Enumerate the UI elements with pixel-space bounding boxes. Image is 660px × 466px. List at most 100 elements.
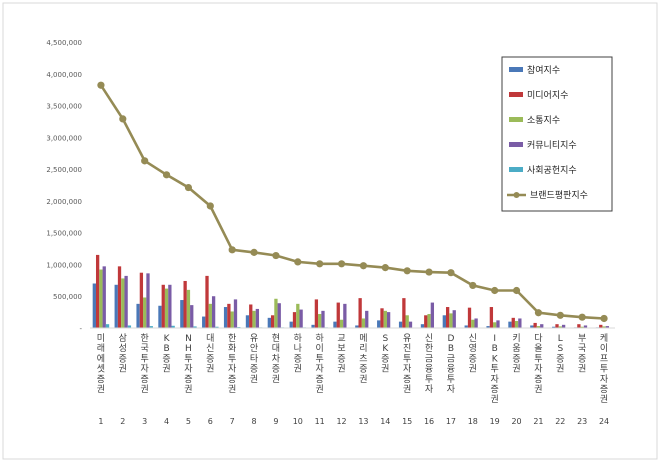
bar [337, 303, 340, 328]
bar [274, 299, 277, 328]
bar [468, 308, 471, 328]
bar [268, 318, 271, 328]
bar [424, 315, 427, 328]
rank-label: 10 [293, 417, 303, 426]
bar [380, 308, 383, 328]
legend-swatch [509, 167, 523, 172]
bar [187, 290, 190, 328]
line-point [535, 309, 542, 316]
rank-label: 4 [164, 417, 169, 426]
rank-label: 5 [186, 417, 191, 426]
rank-label: 7 [230, 417, 235, 426]
bar [421, 324, 424, 328]
bar [271, 315, 274, 328]
rank-label: 13 [358, 417, 368, 426]
bar [490, 307, 493, 328]
bar [402, 298, 405, 328]
line-point [404, 267, 411, 274]
bar [96, 255, 99, 328]
bar [158, 306, 161, 328]
bar [162, 285, 165, 328]
bar [508, 322, 511, 328]
bar [290, 322, 293, 328]
bar [143, 297, 146, 328]
bar [321, 311, 324, 328]
bar [406, 315, 409, 328]
legend-box [502, 57, 612, 211]
y-tick-label: 2,500,000 [46, 166, 82, 174]
bar [493, 322, 496, 328]
line-point [185, 184, 192, 191]
line-point [425, 268, 432, 275]
bar [99, 270, 102, 328]
line-point [119, 115, 126, 122]
y-tick-label: 3,500,000 [46, 103, 82, 111]
bar [474, 318, 477, 328]
y-tick-label: 4,000,000 [46, 71, 82, 79]
bar [496, 320, 499, 328]
bar [212, 296, 215, 328]
bar [293, 312, 296, 328]
rank-label: 2 [120, 417, 125, 426]
bar [387, 312, 390, 328]
y-tick-label: 1,500,000 [46, 230, 82, 238]
bar [409, 322, 412, 328]
rank-label: 14 [380, 417, 390, 426]
bar [343, 304, 346, 328]
bar [115, 285, 118, 328]
bar [121, 278, 124, 328]
legend-swatch [509, 117, 523, 122]
legend-label: 사회공헌지수 [527, 165, 577, 176]
bar [118, 266, 121, 328]
bar [93, 284, 96, 328]
bar [453, 310, 456, 328]
bar [249, 304, 252, 328]
rank-label: 24 [599, 417, 609, 426]
line-point [600, 315, 607, 322]
bar [358, 298, 361, 328]
y-tick-label: 4,500,000 [46, 39, 82, 47]
bar [377, 320, 380, 328]
bar [190, 305, 193, 328]
bar [533, 323, 536, 328]
bar [555, 324, 558, 328]
legend-swatch [509, 142, 523, 147]
line-point [272, 252, 279, 259]
line-point [229, 246, 236, 253]
rank-label: 23 [577, 417, 587, 426]
y-tick-label: 1,000,000 [46, 261, 82, 269]
bar [278, 303, 281, 328]
bar [168, 285, 171, 328]
line-point [250, 249, 257, 256]
line-point [469, 282, 476, 289]
bar [124, 276, 127, 328]
bar [246, 315, 249, 328]
y-tick-label: 2,000,000 [46, 198, 82, 206]
bar [333, 322, 336, 328]
y-tick-label: 500,000 [53, 293, 82, 301]
bar [315, 299, 318, 328]
legend-label: 소통지수 [527, 115, 560, 126]
line-point [97, 82, 104, 89]
bar [299, 310, 302, 328]
bar [399, 322, 402, 328]
bar [431, 303, 434, 328]
rank-label: 16 [424, 417, 434, 426]
line-point [491, 287, 498, 294]
legend-swatch [509, 92, 523, 97]
line-point [294, 258, 301, 265]
bar [180, 300, 183, 328]
bar [209, 304, 212, 328]
rank-label: 21 [533, 417, 543, 426]
